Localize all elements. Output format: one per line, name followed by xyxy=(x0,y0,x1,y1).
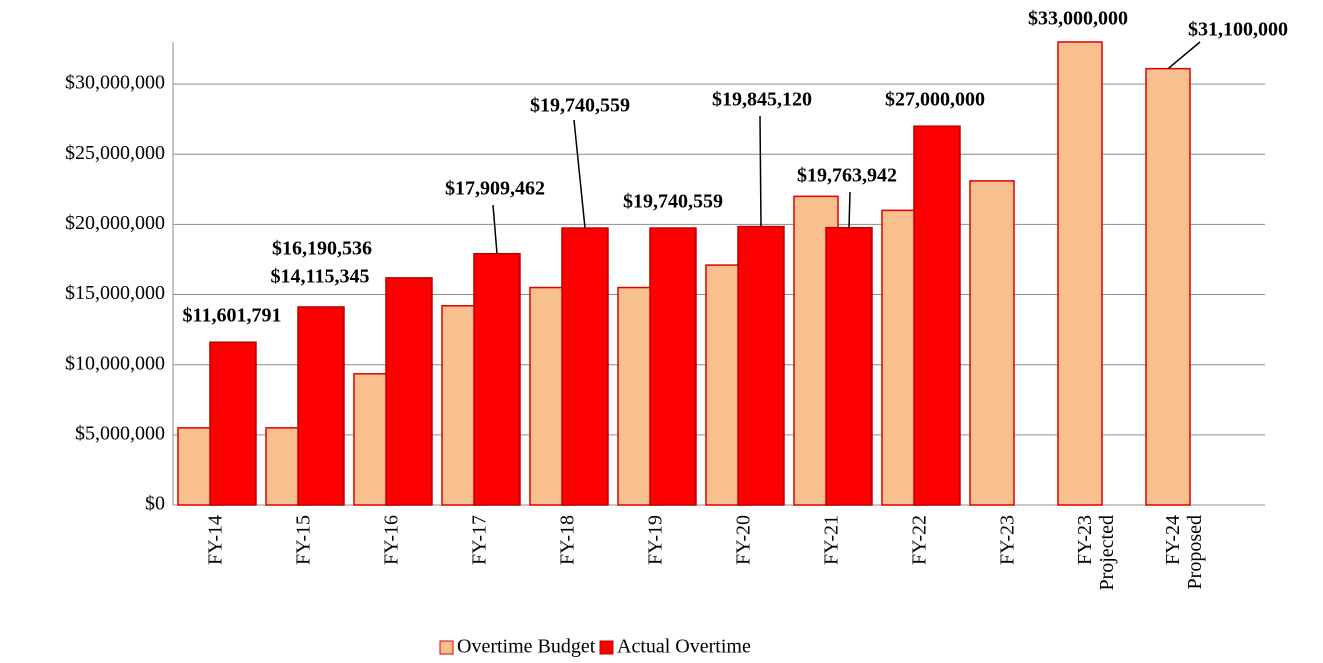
data-label: $17,909,462 xyxy=(445,178,545,200)
y-tick-label: $20,000,000 xyxy=(65,212,165,234)
x-tick-label: FY-15 xyxy=(293,515,315,565)
legend-swatch xyxy=(439,640,454,655)
x-tick-label: FY-18 xyxy=(557,515,579,565)
bar xyxy=(297,306,345,506)
legend-swatch xyxy=(599,640,614,655)
x-tick-label: FY-21 xyxy=(821,515,843,565)
y-tick-label: $0 xyxy=(145,493,165,515)
data-label: $33,000,000 xyxy=(1028,8,1128,30)
x-tick-label: FY-16 xyxy=(381,515,403,565)
bar xyxy=(913,125,961,506)
x-tick-line: FY-23 xyxy=(1074,515,1096,565)
leader-line xyxy=(492,204,498,254)
x-tick-label: FY-20 xyxy=(733,515,755,565)
bar xyxy=(969,180,1015,506)
x-tick-line: Projected xyxy=(1096,515,1118,591)
data-label: $19,740,559 xyxy=(623,191,723,213)
x-tick-label: FY-22 xyxy=(909,515,931,565)
x-tick: FY-23 xyxy=(997,515,1019,565)
bar xyxy=(561,227,609,506)
leader-line xyxy=(573,119,586,229)
bar xyxy=(649,227,697,506)
x-tick: FY-15 xyxy=(293,515,315,565)
legend-label: Actual Overtime xyxy=(617,636,751,658)
bar xyxy=(1057,41,1103,506)
bar xyxy=(209,341,257,506)
x-tick-label: FY-23Projected xyxy=(1074,515,1118,591)
x-tick-label: FY-19 xyxy=(645,515,667,565)
x-tick: FY-17 xyxy=(469,515,491,565)
bar xyxy=(473,252,521,506)
bar xyxy=(825,226,873,506)
leader-line xyxy=(848,191,851,228)
y-tick-label: $15,000,000 xyxy=(65,282,165,304)
data-label: $19,845,120 xyxy=(712,89,812,111)
data-label: $11,601,791 xyxy=(183,305,282,327)
legend-label: Overtime Budget xyxy=(457,636,596,658)
x-tick: FY-24Proposed xyxy=(1162,515,1206,589)
data-label: $31,100,000 xyxy=(1188,19,1288,41)
x-tick: FY-22 xyxy=(909,515,931,565)
x-tick-line: Proposed xyxy=(1184,515,1206,589)
x-tick-label: FY-24Proposed xyxy=(1162,515,1206,589)
x-tick: FY-21 xyxy=(821,515,843,565)
bar xyxy=(385,277,433,506)
bar xyxy=(1145,67,1191,506)
x-tick-label: FY-17 xyxy=(469,515,491,565)
data-label: $27,000,000 xyxy=(885,89,985,111)
x-tick: FY-20 xyxy=(733,515,755,565)
x-tick-label: FY-23 xyxy=(997,515,1019,565)
y-tick-label: $5,000,000 xyxy=(75,422,165,444)
data-label: $16,190,536 xyxy=(272,238,372,260)
x-tick-label: FY-14 xyxy=(205,515,227,565)
x-tick: FY-16 xyxy=(381,515,403,565)
x-tick-line: FY-24 xyxy=(1162,515,1184,565)
y-tick-label: $30,000,000 xyxy=(65,72,165,94)
x-tick: FY-14 xyxy=(205,515,227,565)
x-tick: FY-18 xyxy=(557,515,579,565)
y-tick-label: $10,000,000 xyxy=(65,352,165,374)
bar xyxy=(737,225,785,506)
x-tick: FY-23Projected xyxy=(1074,515,1118,591)
data-label: $14,115,345 xyxy=(271,266,370,288)
data-label: $19,740,559 xyxy=(530,95,630,117)
leader-line xyxy=(759,115,762,227)
leader-line xyxy=(1167,41,1201,70)
data-label: $19,763,942 xyxy=(797,165,897,187)
x-tick: FY-19 xyxy=(645,515,667,565)
y-tick-label: $25,000,000 xyxy=(65,142,165,164)
